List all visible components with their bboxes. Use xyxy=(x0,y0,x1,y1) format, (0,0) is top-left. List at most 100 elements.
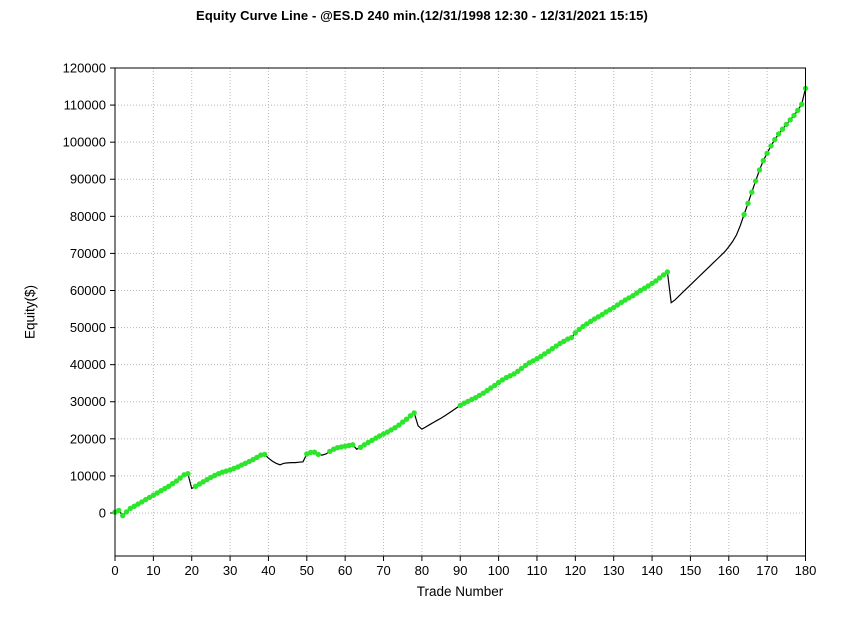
y-tick-label: 40000 xyxy=(70,357,106,372)
x-tick-label: 0 xyxy=(111,563,118,578)
x-tick-label: 160 xyxy=(718,563,740,578)
y-tick-label: 120000 xyxy=(63,61,106,76)
trade-marker xyxy=(123,509,130,515)
trade-marker xyxy=(768,143,774,149)
trade-marker xyxy=(764,150,770,156)
trade-marker xyxy=(261,451,268,458)
axis-ticks xyxy=(110,67,806,561)
trade-marker xyxy=(664,269,671,275)
trade-marker xyxy=(756,167,763,173)
trade-marker xyxy=(484,387,490,394)
trade-marker xyxy=(653,278,659,284)
trade-marker xyxy=(611,304,617,311)
trade-marker xyxy=(407,413,414,419)
trade-marker xyxy=(541,351,548,357)
x-tick-label: 70 xyxy=(376,563,390,578)
trade-marker xyxy=(772,136,778,143)
y-tick-label: 30000 xyxy=(70,394,106,409)
trade-marker xyxy=(495,379,502,386)
trade-marker xyxy=(120,512,126,519)
trade-marker xyxy=(511,371,517,377)
x-tick-label: 100 xyxy=(488,563,510,578)
trade-marker xyxy=(787,117,793,123)
trade-marker xyxy=(568,334,575,341)
x-tick-label: 150 xyxy=(680,563,702,578)
y-tick-label: 90000 xyxy=(70,172,106,187)
tick-labels: 0 10 20 30 40 50 60 70 80 90 100 110 120 130 140 150 160… xyxy=(63,61,817,579)
trade-marker xyxy=(795,107,801,114)
trade-marker xyxy=(488,385,494,391)
trade-marker xyxy=(499,377,506,383)
y-tick-label: 50000 xyxy=(70,320,106,335)
trade-marker xyxy=(545,348,552,354)
x-tick-label: 110 xyxy=(527,563,548,578)
trade-marker xyxy=(392,425,398,431)
trade-marker xyxy=(634,290,640,296)
trade-marker xyxy=(741,211,747,218)
x-tick-label: 10 xyxy=(146,563,160,578)
x-tick-label: 30 xyxy=(223,563,237,578)
y-tick-label: 20000 xyxy=(70,431,106,446)
x-tick-label: 60 xyxy=(338,563,352,578)
trade-marker xyxy=(522,362,529,369)
trade-marker xyxy=(515,368,521,374)
trade-marker xyxy=(779,126,786,132)
x-tick-label: 50 xyxy=(300,563,314,578)
trade-marker xyxy=(614,302,621,308)
trade-marker xyxy=(576,326,582,333)
trade-marker xyxy=(166,483,172,489)
trade-marker xyxy=(177,475,183,481)
trade-marker xyxy=(660,272,667,278)
trade-marker xyxy=(799,101,805,108)
trade-marker xyxy=(549,346,555,352)
x-tick-label: 90 xyxy=(453,563,467,578)
trade-marker xyxy=(411,410,417,416)
trade-marker xyxy=(630,293,636,299)
x-tick-label: 120 xyxy=(564,563,586,578)
trade-markers xyxy=(112,85,809,519)
y-tick-label: 110000 xyxy=(64,98,106,113)
trade-marker xyxy=(185,471,191,477)
trade-marker xyxy=(492,382,498,389)
trade-marker xyxy=(396,422,402,428)
trade-marker xyxy=(745,200,751,206)
trade-marker xyxy=(760,158,766,164)
trade-marker xyxy=(580,323,586,330)
trade-marker xyxy=(783,121,789,128)
x-tick-label: 20 xyxy=(184,563,198,578)
y-tick-label: 80000 xyxy=(70,209,106,224)
x-tick-label: 170 xyxy=(756,563,778,578)
plot-border xyxy=(114,67,806,557)
gridlines xyxy=(115,67,806,556)
trade-marker xyxy=(752,178,759,184)
x-axis-label: Trade Number xyxy=(416,584,504,599)
y-tick-label: 70000 xyxy=(70,246,106,261)
x-tick-label: 130 xyxy=(603,563,625,578)
trade-marker xyxy=(538,353,544,360)
y-tick-label: 100000 xyxy=(63,135,106,150)
trade-marker xyxy=(361,442,367,448)
trade-marker xyxy=(749,189,755,195)
trade-marker xyxy=(791,112,797,119)
trade-marker xyxy=(400,419,406,425)
x-tick-label: 180 xyxy=(795,563,817,578)
trade-marker xyxy=(169,481,176,487)
trade-marker xyxy=(657,275,663,281)
series xyxy=(112,85,809,519)
trade-marker xyxy=(403,416,410,422)
trade-marker xyxy=(645,283,651,289)
y-tick-label: 10000 xyxy=(70,468,106,483)
y-tick-label: 0 xyxy=(99,505,106,520)
trade-marker xyxy=(649,280,655,287)
trade-marker xyxy=(350,442,356,448)
trade-marker xyxy=(572,330,578,336)
chart-title: Equity Curve Line - @ES.D 240 min.(12/31… xyxy=(196,8,648,23)
trade-marker xyxy=(173,478,180,484)
trade-marker xyxy=(584,321,590,327)
trade-marker xyxy=(357,444,364,450)
trade-marker xyxy=(307,449,314,456)
y-tick-label: 60000 xyxy=(70,283,106,298)
trade-marker xyxy=(315,451,321,458)
